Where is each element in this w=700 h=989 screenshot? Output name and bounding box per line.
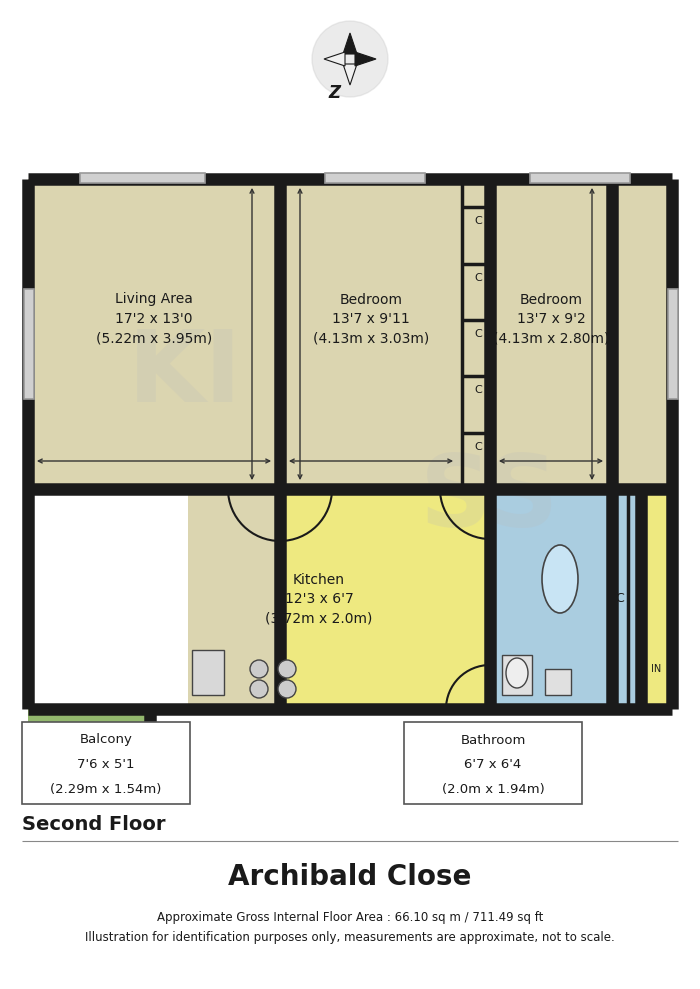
Text: Bedroom
13'7 x 9'11
(4.13m x 3.03m): Bedroom 13'7 x 9'11 (4.13m x 3.03m) bbox=[313, 293, 429, 345]
Text: (2.29m x 1.54m): (2.29m x 1.54m) bbox=[50, 783, 162, 796]
Text: Approximate Gross Internal Floor Area : 66.10 sq m / 711.49 sq ft: Approximate Gross Internal Floor Area : … bbox=[157, 911, 543, 924]
Bar bbox=[530, 173, 630, 183]
Text: 7'6 x 5'1: 7'6 x 5'1 bbox=[77, 759, 134, 771]
Text: C: C bbox=[474, 386, 482, 396]
Circle shape bbox=[250, 680, 268, 698]
Bar bbox=[22, 722, 190, 804]
Text: Living Area
17'2 x 13'0
(5.22m x 3.95m): Living Area 17'2 x 13'0 (5.22m x 3.95m) bbox=[96, 293, 212, 345]
Text: Bedroom
13'7 x 9'2
(4.13m x 2.80m): Bedroom 13'7 x 9'2 (4.13m x 2.80m) bbox=[493, 293, 609, 345]
Bar bbox=[24, 289, 34, 399]
Polygon shape bbox=[343, 64, 357, 85]
Bar bbox=[641, 489, 672, 709]
Text: C: C bbox=[474, 329, 482, 339]
Bar bbox=[545, 669, 571, 695]
Circle shape bbox=[312, 21, 388, 97]
Text: IN: IN bbox=[651, 664, 661, 674]
Text: KI: KI bbox=[127, 325, 242, 422]
Circle shape bbox=[278, 660, 296, 678]
Text: Kitchen
12'3 x 6'7
(3.72m x 2.0m): Kitchen 12'3 x 6'7 (3.72m x 2.0m) bbox=[265, 573, 372, 625]
Bar bbox=[80, 173, 205, 183]
Text: C: C bbox=[638, 592, 646, 605]
Bar bbox=[192, 650, 224, 695]
Bar bbox=[280, 179, 462, 489]
Text: (2.0m x 1.94m): (2.0m x 1.94m) bbox=[442, 783, 545, 796]
Text: Illustration for identification purposes only, measurements are approximate, not: Illustration for identification purposes… bbox=[85, 931, 615, 944]
Bar bbox=[502, 655, 532, 695]
Polygon shape bbox=[343, 33, 357, 54]
Ellipse shape bbox=[506, 658, 528, 688]
Bar bbox=[490, 489, 641, 709]
Bar bbox=[28, 709, 150, 767]
Bar bbox=[462, 179, 490, 489]
Ellipse shape bbox=[542, 545, 578, 613]
Text: C: C bbox=[615, 592, 624, 605]
Circle shape bbox=[278, 680, 296, 698]
Polygon shape bbox=[355, 52, 376, 66]
Text: SS: SS bbox=[420, 451, 560, 548]
Text: 6'7 x 6'4: 6'7 x 6'4 bbox=[464, 759, 522, 771]
Text: C: C bbox=[474, 442, 482, 452]
Text: C: C bbox=[474, 217, 482, 226]
Bar bbox=[490, 179, 612, 489]
Text: Bathroom: Bathroom bbox=[461, 734, 526, 747]
Circle shape bbox=[250, 660, 268, 678]
Text: Z: Z bbox=[328, 84, 340, 102]
Text: C: C bbox=[474, 273, 482, 283]
Bar bbox=[668, 289, 678, 399]
Bar bbox=[612, 179, 672, 489]
Bar bbox=[280, 489, 490, 709]
Polygon shape bbox=[324, 52, 345, 66]
Text: Second Floor: Second Floor bbox=[22, 815, 165, 834]
Bar bbox=[28, 179, 280, 489]
Text: Balcony: Balcony bbox=[80, 734, 132, 747]
Bar bbox=[188, 489, 280, 709]
Bar bbox=[325, 173, 425, 183]
Bar bbox=[404, 722, 582, 804]
Text: Archibald Close: Archibald Close bbox=[228, 863, 472, 891]
